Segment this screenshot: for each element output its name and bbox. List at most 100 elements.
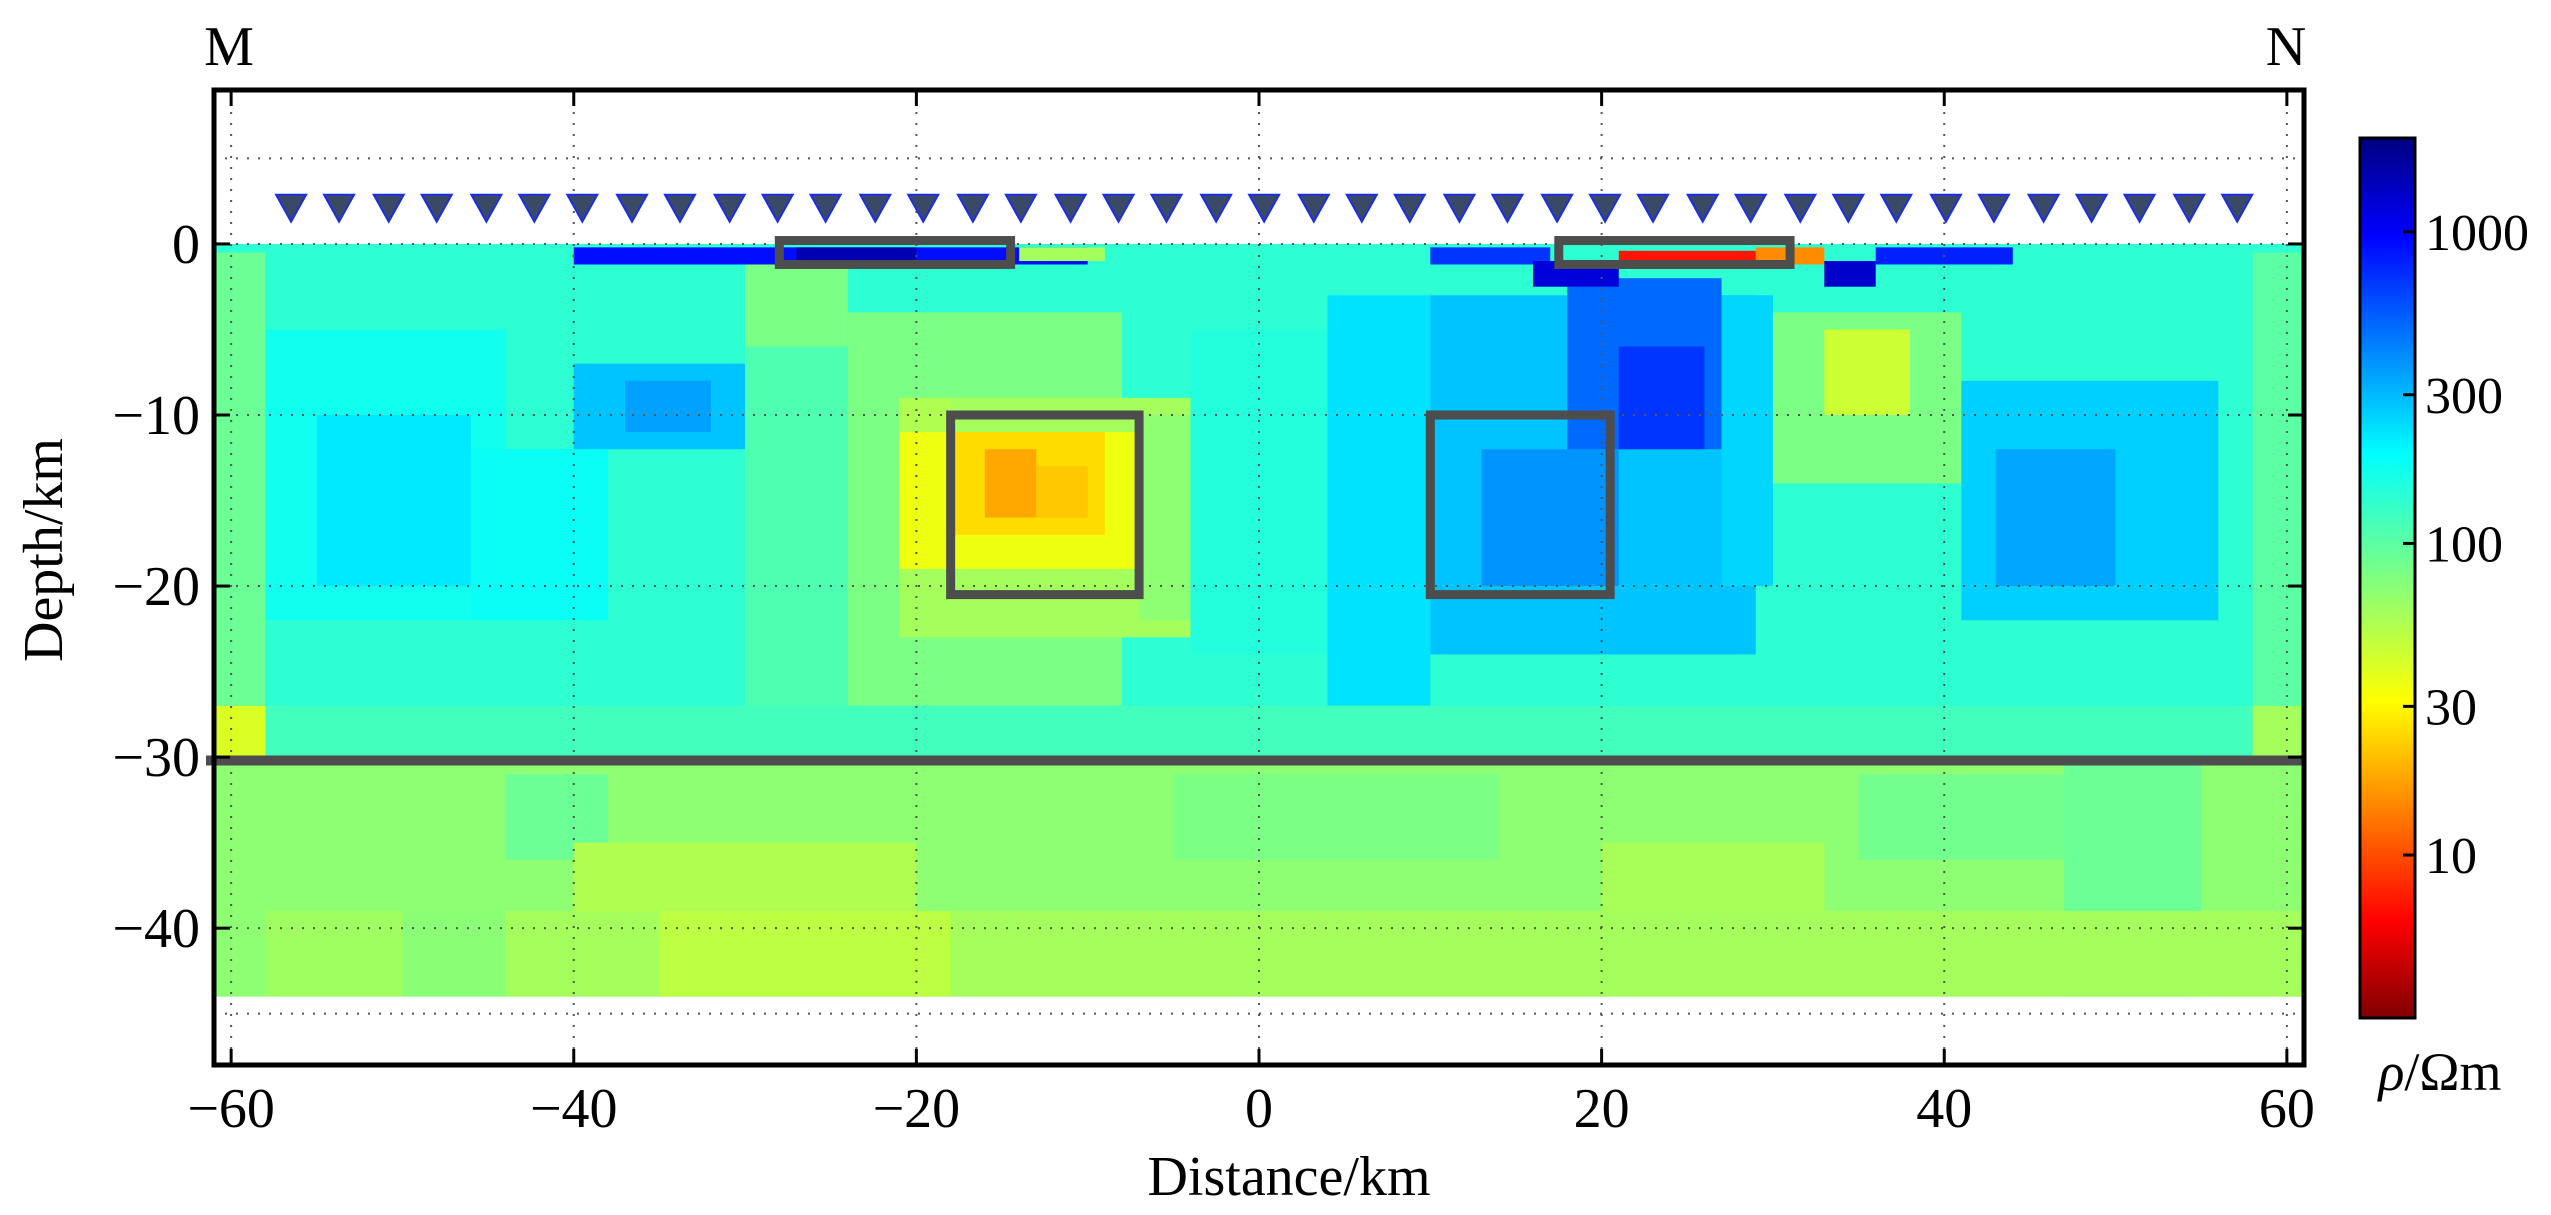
station-marker	[469, 193, 504, 224]
x-axis-label: Distance/km	[1147, 1146, 1430, 1208]
highlight-box	[1425, 410, 1615, 600]
resistivity-cell	[402, 911, 506, 997]
y-tick-label: −20	[112, 556, 200, 618]
station-marker	[906, 193, 940, 224]
colorbar-tick-label: 300	[2425, 368, 2503, 425]
resistivity-cell	[1721, 295, 1773, 587]
station-marker	[1345, 193, 1379, 224]
station-marker	[1149, 193, 1184, 224]
y-tick-label: −10	[112, 385, 200, 447]
station-marker	[1636, 193, 1670, 224]
station-marker	[808, 193, 843, 224]
x-tick-label: −40	[530, 1078, 618, 1140]
resistivity-cell	[1036, 466, 1088, 518]
station-marker	[858, 193, 892, 224]
resistivity-cell	[316, 415, 471, 587]
station-marker	[1977, 193, 2011, 224]
station-marker	[956, 193, 990, 224]
station-marker	[420, 193, 454, 224]
station-marker	[1053, 193, 1088, 224]
resistivity-cell	[1430, 247, 1551, 265]
station-marker	[663, 193, 697, 224]
station-marker	[274, 193, 308, 224]
station-marker	[1783, 193, 1818, 224]
station-marker	[1442, 193, 1477, 224]
resistivity-cell	[1995, 449, 2116, 587]
station-marker	[1004, 193, 1038, 224]
station-marker	[1685, 193, 1720, 224]
resistivity-cell	[2252, 252, 2304, 706]
station-marker	[2074, 193, 2109, 224]
resistivity-cell	[745, 261, 848, 347]
y-tick-label: 0	[172, 214, 200, 276]
station-marker	[712, 193, 747, 224]
colorbar-tick-label: 1000	[2425, 205, 2529, 262]
y-axis-ticks: 0 −10 −20 −30 −40	[112, 214, 2304, 960]
station-marker	[322, 193, 356, 224]
station-marker	[760, 193, 795, 224]
x-axis-ticks: −60 −40 −20 0 20 40 60	[187, 90, 2315, 1140]
station-marker	[1247, 193, 1281, 224]
resistivity-cell	[573, 842, 917, 912]
station-marker	[1831, 193, 1866, 224]
resistivity-cell	[1824, 261, 1876, 287]
station-marker	[1490, 193, 1525, 224]
station-marker	[2122, 193, 2157, 224]
colorbar-ticks: 10 30 100 300 1000	[2403, 205, 2529, 885]
resistivity-cell	[659, 911, 951, 997]
station-marker	[615, 193, 649, 224]
resistivity-cell	[1601, 842, 1825, 912]
x-tick-label: −60	[187, 1078, 275, 1140]
corner-label-right: N	[2266, 16, 2306, 78]
station-marker	[1199, 193, 1233, 224]
resistivity-cell	[1824, 329, 1910, 415]
x-tick-label: 0	[1245, 1078, 1273, 1140]
resistivity-cell	[1019, 247, 1105, 262]
station-marker	[517, 193, 552, 224]
resistivity-cell	[984, 449, 1037, 518]
station-marker	[2220, 193, 2254, 224]
station-marker	[372, 193, 406, 224]
resistivity-cell	[214, 705, 2304, 758]
station-marker	[1101, 193, 1136, 224]
x-tick-label: 40	[1916, 1078, 1972, 1140]
resistivity-cell	[1173, 774, 1499, 860]
x-tick-label: −20	[873, 1078, 961, 1140]
colorbar-tick-label: 100	[2425, 516, 2503, 573]
resistivity-cell	[2252, 705, 2304, 758]
resistivity-cell	[1139, 415, 1191, 621]
resistivity-cell	[796, 247, 917, 262]
resistivity-cell	[214, 705, 266, 758]
resistivity-cell	[1618, 346, 1705, 450]
y-axis-label: Depth/km	[13, 438, 75, 662]
resistivity-cell	[625, 380, 711, 433]
station-markers	[274, 193, 2254, 224]
resistivity-cell	[265, 911, 403, 997]
station-marker	[1297, 193, 1331, 224]
station-marker	[1588, 193, 1622, 224]
y-tick-label: −40	[112, 898, 200, 960]
colorbar-label: ρ/Ωm	[2376, 1042, 2501, 1102]
highlight-boxes	[774, 236, 1795, 600]
resistivity-cell	[1190, 329, 1328, 655]
station-marker	[565, 193, 600, 224]
station-marker	[2026, 193, 2061, 224]
x-tick-label: 60	[2259, 1078, 2315, 1140]
station-marker	[1540, 193, 1574, 224]
x-tick-label: 20	[1574, 1078, 1630, 1140]
resistivity-cell	[214, 252, 266, 706]
station-marker	[1879, 193, 1913, 224]
resistivity-cell	[745, 346, 848, 706]
colorbar-tick-label: 10	[2425, 828, 2477, 885]
highlight-box	[946, 410, 1144, 600]
resistivity-cell	[899, 397, 951, 433]
resistivity-cell	[1327, 295, 1431, 706]
station-marker	[1393, 193, 1427, 224]
corner-label-left: M	[204, 16, 254, 78]
station-marker	[2172, 193, 2206, 224]
resistivity-cell	[1481, 449, 1619, 587]
y-tick-label: −30	[112, 727, 200, 789]
highlight-box	[1554, 236, 1795, 269]
station-marker	[1929, 193, 1963, 224]
